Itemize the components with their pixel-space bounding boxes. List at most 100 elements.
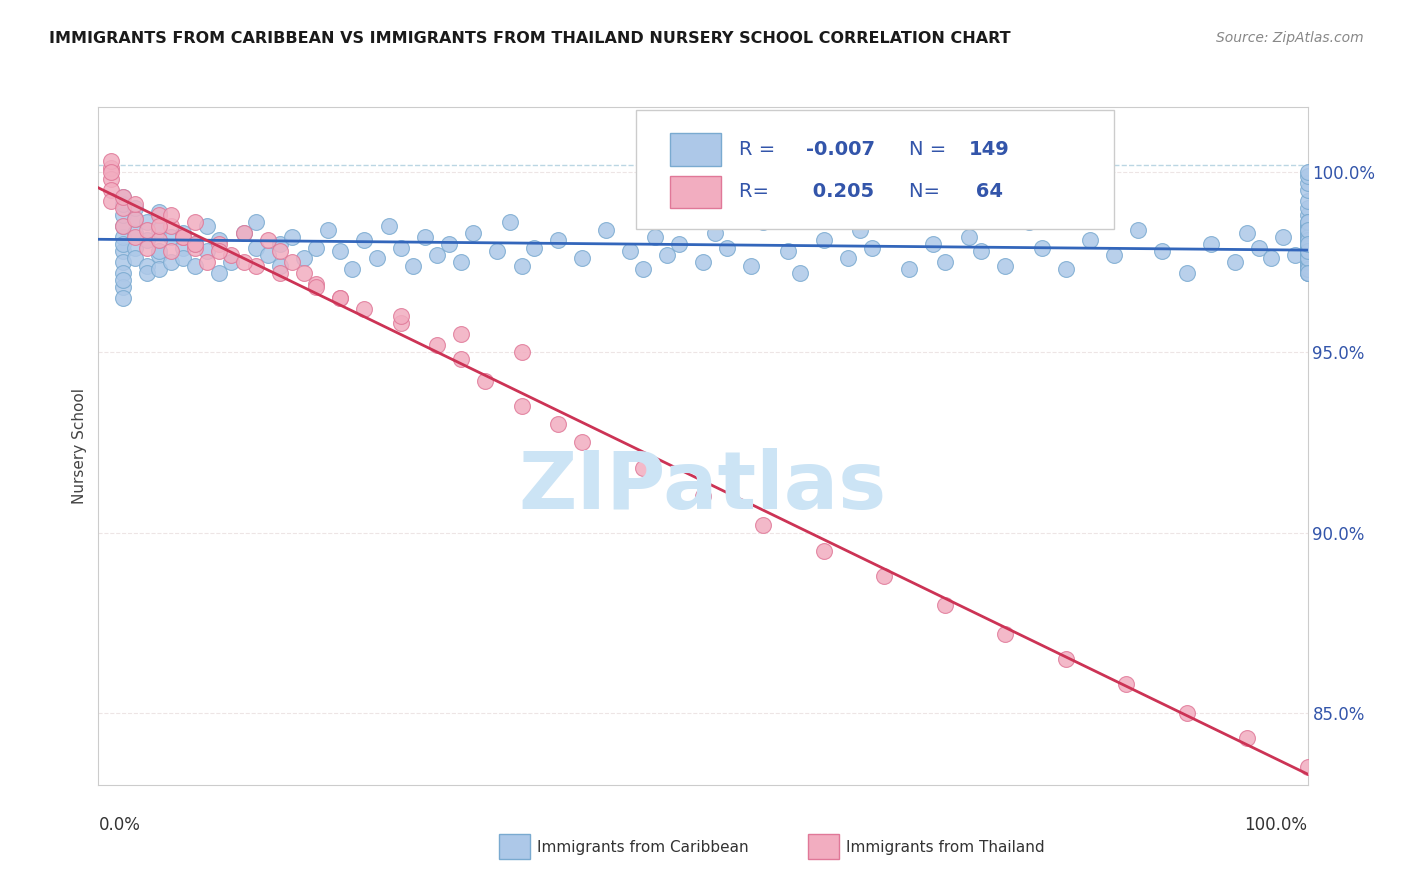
Text: 100.0%: 100.0%	[1244, 816, 1308, 834]
Text: Source: ZipAtlas.com: Source: ZipAtlas.com	[1216, 31, 1364, 45]
Point	[245, 215, 267, 229]
Point	[100, 172, 122, 186]
Point	[1175, 706, 1198, 720]
Point	[1296, 266, 1319, 280]
Point	[124, 201, 146, 215]
Text: 64: 64	[969, 182, 1002, 202]
Point	[934, 598, 956, 612]
Y-axis label: Nursery School: Nursery School	[72, 388, 87, 504]
Point	[316, 222, 339, 236]
Point	[1296, 266, 1319, 280]
Point	[752, 518, 775, 533]
Point	[148, 244, 170, 259]
Point	[148, 222, 170, 236]
Point	[692, 490, 714, 504]
Point	[135, 241, 157, 255]
Point	[426, 338, 449, 352]
Point	[1296, 244, 1319, 259]
Point	[813, 543, 835, 558]
Point	[571, 252, 593, 266]
Text: IMMIGRANTS FROM CARIBBEAN VS IMMIGRANTS FROM THAILAND NURSERY SCHOOL CORRELATION: IMMIGRANTS FROM CARIBBEAN VS IMMIGRANTS …	[49, 31, 1011, 46]
Point	[160, 244, 183, 259]
Point	[160, 230, 183, 244]
Point	[934, 255, 956, 269]
Point	[595, 222, 617, 236]
Point	[1236, 226, 1258, 240]
Point	[752, 215, 775, 229]
Point	[366, 252, 388, 266]
Point	[111, 208, 134, 222]
Point	[1272, 230, 1295, 244]
Point	[172, 252, 194, 266]
Point	[1296, 259, 1319, 273]
Point	[1296, 201, 1319, 215]
Text: -0.007: -0.007	[806, 140, 875, 160]
Point	[437, 237, 460, 252]
Point	[148, 219, 170, 233]
Point	[1296, 237, 1319, 252]
Point	[232, 255, 254, 269]
Point	[1284, 248, 1306, 262]
Point	[208, 266, 231, 280]
Point	[100, 194, 122, 208]
Point	[1296, 248, 1319, 262]
Point	[474, 374, 496, 388]
Point	[644, 230, 666, 244]
Point	[269, 259, 291, 273]
Point	[789, 266, 811, 280]
Point	[1296, 234, 1319, 248]
Point	[1296, 244, 1319, 259]
Point	[160, 208, 183, 222]
Point	[389, 309, 412, 323]
Point	[232, 226, 254, 240]
Point	[704, 226, 727, 240]
Point	[450, 352, 472, 367]
Point	[402, 259, 425, 273]
Text: 0.0%: 0.0%	[98, 816, 141, 834]
Point	[1296, 760, 1319, 774]
Point	[100, 154, 122, 169]
Point	[510, 259, 533, 273]
Point	[1296, 208, 1319, 222]
Point	[135, 234, 157, 248]
Point	[860, 241, 883, 255]
Point	[486, 244, 509, 259]
Point	[1249, 241, 1271, 255]
Text: 0.205: 0.205	[806, 182, 875, 202]
Point	[1223, 255, 1246, 269]
Point	[184, 237, 207, 252]
Point	[1296, 222, 1319, 236]
Point	[245, 259, 267, 273]
Point	[124, 252, 146, 266]
Point	[124, 197, 146, 211]
Point	[921, 237, 943, 252]
Point	[184, 215, 207, 229]
Point	[1296, 241, 1319, 255]
Point	[292, 252, 315, 266]
Point	[195, 255, 218, 269]
Point	[208, 234, 231, 248]
Point	[124, 241, 146, 255]
Point	[221, 248, 243, 262]
Point	[510, 345, 533, 359]
Point	[135, 222, 157, 236]
Point	[256, 248, 278, 262]
Point	[172, 230, 194, 244]
Text: Immigrants from Caribbean: Immigrants from Caribbean	[537, 840, 749, 855]
Point	[329, 291, 352, 305]
Point	[619, 244, 641, 259]
Point	[148, 248, 170, 262]
Point	[1296, 215, 1319, 229]
Point	[1296, 241, 1319, 255]
Point	[1296, 226, 1319, 240]
Point	[1296, 219, 1319, 233]
Point	[1296, 215, 1319, 229]
Point	[111, 280, 134, 294]
Point	[813, 234, 835, 248]
Point	[111, 219, 134, 233]
Point	[873, 211, 896, 226]
Point	[124, 211, 146, 226]
Point	[1260, 252, 1282, 266]
Point	[172, 241, 194, 255]
Point	[523, 241, 546, 255]
